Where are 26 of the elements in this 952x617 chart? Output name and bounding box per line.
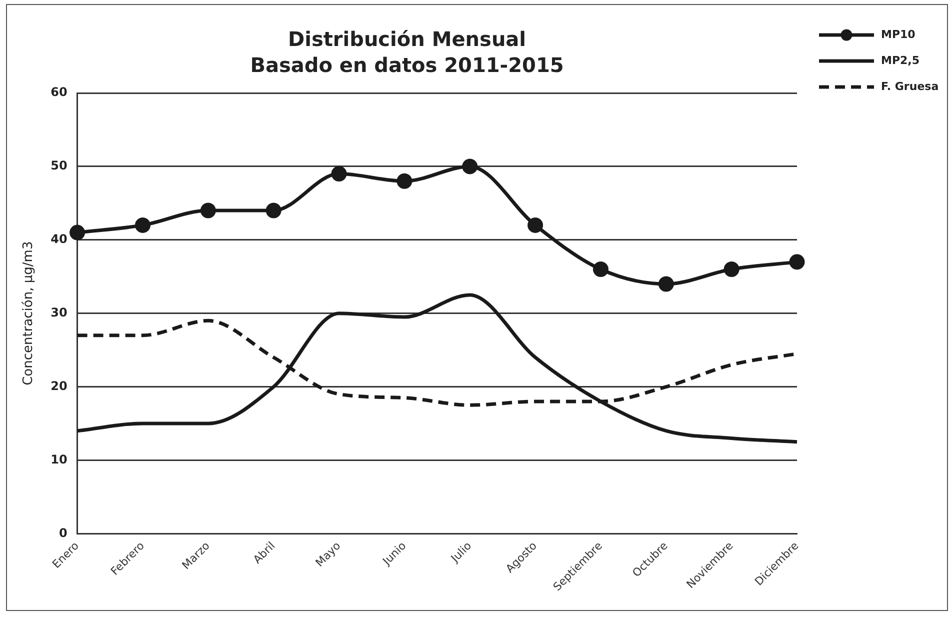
point <box>528 217 544 233</box>
y-tick-label: 50 <box>50 158 68 173</box>
point <box>592 262 608 278</box>
point <box>70 224 86 240</box>
y-tick-label: 60 <box>50 85 68 100</box>
y-tick-label: 20 <box>50 378 68 393</box>
point <box>462 158 478 174</box>
line-series <box>76 293 799 444</box>
y-tick-label: 30 <box>50 305 68 320</box>
y-tick-label: 0 <box>58 526 68 540</box>
chart-subtitle: Basado en datos 2011-2015 <box>250 53 564 78</box>
point <box>266 202 282 218</box>
legend-label: MP2,5 <box>881 54 920 67</box>
chart-title: Distribución Mensual <box>288 27 526 52</box>
point <box>331 166 347 182</box>
legend-label: MP10 <box>881 28 916 41</box>
point <box>724 262 740 278</box>
point <box>396 173 412 189</box>
point <box>789 254 805 270</box>
legend-label: F. Gruesa <box>881 80 939 93</box>
y-tick-label: 10 <box>50 452 68 466</box>
y-axis-title: Concentración, µg/m3 <box>21 241 36 386</box>
point <box>658 276 674 292</box>
point <box>200 202 216 218</box>
point <box>134 217 150 233</box>
y-tick-label: 40 <box>50 232 68 246</box>
